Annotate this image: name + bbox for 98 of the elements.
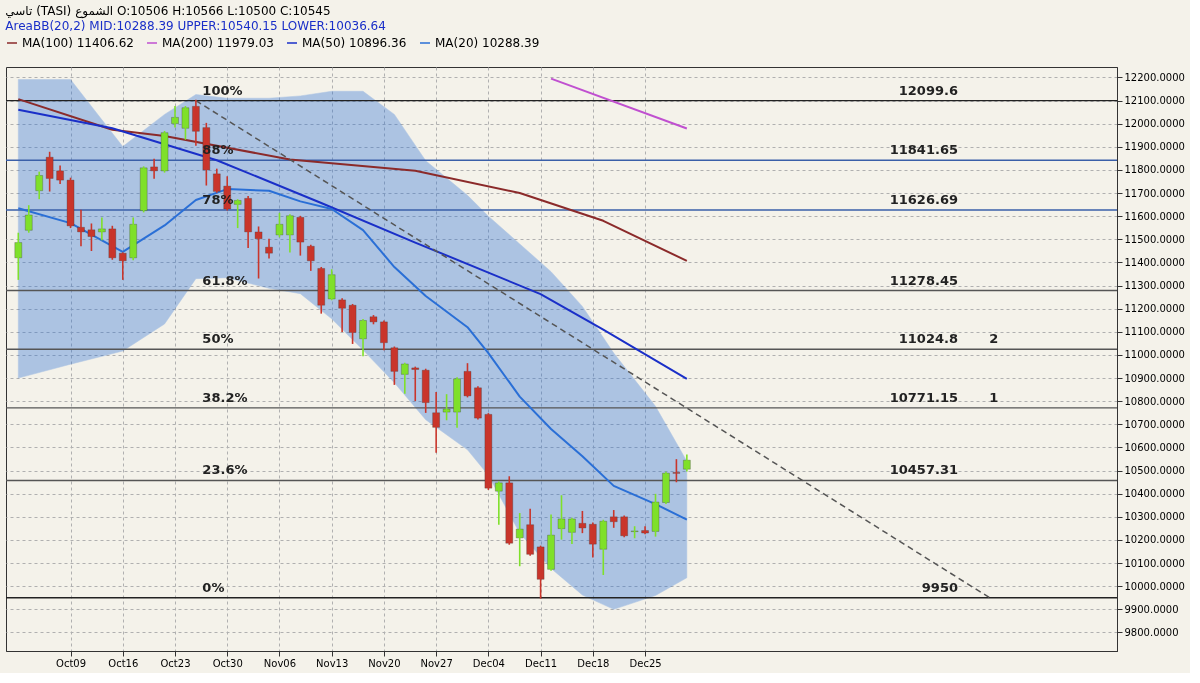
- x-tick-label: Oct16: [108, 657, 139, 669]
- candlestick: [66, 177, 75, 229]
- candlestick: [557, 495, 566, 540]
- candlestick: [87, 223, 96, 251]
- ref-line-label: 12099.6: [898, 82, 958, 98]
- x-tick-label: Oct23: [160, 657, 191, 669]
- candlestick: [234, 199, 242, 229]
- legend-label: MA(100) 11406.62: [22, 36, 134, 50]
- candlestick: [46, 151, 54, 192]
- y-tick-label: 11600.0000: [1124, 210, 1185, 222]
- candlestick: [401, 362, 409, 394]
- annotation: 50%: [202, 331, 234, 347]
- candlestick: [140, 166, 148, 213]
- ref-line-label: 11024.8: [898, 331, 958, 347]
- y-tick-label: 10100.0000: [1124, 557, 1185, 569]
- candlestick: [484, 413, 493, 490]
- candlestick: [275, 212, 284, 238]
- x-tick-label: Oct09: [56, 657, 87, 669]
- chart-title: تاسي (TASI) الشموع O:10506 H:10566 L:10500 C:10545: [5, 4, 331, 19]
- x-tick-label: Dec04: [472, 657, 505, 669]
- y-tick-label: 10700.0000: [1124, 418, 1185, 430]
- y-tick-label: 9900.0000: [1124, 603, 1179, 615]
- annotation: 61.8%: [202, 272, 248, 288]
- chart-subtitle: AreaBB(20,2) MID:10288.39 UPPER:10540.15 LOWER:10036.64: [5, 19, 386, 33]
- x-tick-label: Nov13: [316, 657, 349, 669]
- y-tick-label: 10200.0000: [1124, 534, 1185, 546]
- y-tick-label: 12000.0000: [1124, 118, 1185, 130]
- candlestick: [651, 493, 660, 537]
- candlestick: [160, 130, 169, 173]
- candlestick: [495, 481, 503, 525]
- x-tick-label: Oct30: [212, 657, 243, 669]
- candlestick: [77, 209, 85, 247]
- y-tick-label: 11200.0000: [1124, 303, 1185, 315]
- candlestick: [516, 513, 524, 567]
- ref-line-label: 10771.15: [889, 389, 958, 405]
- annotation: 23.6%: [202, 462, 248, 478]
- line-series: [17, 108, 688, 380]
- y-tick-label: 10600.0000: [1124, 441, 1185, 453]
- x-tick-label: Dec18: [577, 657, 610, 669]
- candlestick: [265, 238, 273, 259]
- candlestick: [610, 510, 618, 528]
- y-tick-label: 9800.0000: [1124, 627, 1179, 638]
- candlestick: [328, 269, 336, 301]
- candlestick: [536, 545, 545, 599]
- candlestick: [56, 165, 64, 184]
- x-tick-label: Nov06: [263, 657, 297, 669]
- candlestick: [578, 510, 587, 534]
- candlestick: [338, 298, 346, 332]
- candlestick: [672, 459, 681, 483]
- annotation: 100%: [202, 82, 243, 98]
- annotation: 1: [989, 389, 999, 405]
- candlestick: [411, 366, 419, 402]
- y-tick-label: 12100.0000: [1124, 95, 1185, 107]
- y-tick-label: 11400.0000: [1124, 256, 1185, 268]
- y-tick-label: 11900.0000: [1124, 141, 1185, 153]
- y-tick-label: 11800.0000: [1124, 164, 1185, 176]
- candlestick: [442, 394, 451, 421]
- ref-line-label: 11841.65: [889, 142, 958, 158]
- y-tick-label: 11100.0000: [1124, 326, 1185, 338]
- y-tick-label: 10300.0000: [1124, 511, 1185, 523]
- x-tick-label: Dec25: [629, 657, 662, 669]
- x-tick-label: Nov20: [368, 657, 401, 669]
- candlestick: [463, 363, 472, 398]
- annotation: 2: [989, 331, 999, 347]
- y-tick-label: 10000.0000: [1124, 580, 1185, 592]
- candlestick: [98, 217, 106, 241]
- y-tick-label: 11700.0000: [1124, 187, 1185, 199]
- y-tick-label: 10500.0000: [1124, 465, 1185, 477]
- ref-line-label: 11626.69: [889, 192, 958, 208]
- x-tick-label: Nov27: [420, 657, 453, 669]
- candlestick: [390, 346, 399, 385]
- legend-label: MA(50) 10896.36: [302, 36, 407, 50]
- y-tick-label: 10400.0000: [1124, 488, 1185, 500]
- annotation: 38.2%: [202, 389, 248, 405]
- y-tick-label: 11000.0000: [1124, 349, 1185, 361]
- legend-label: MA(20) 10288.39: [435, 36, 540, 50]
- candlestick: [14, 232, 22, 280]
- candlestick: [296, 215, 304, 256]
- ref-line-label: 11278.45: [889, 272, 958, 288]
- x-tick-label: Dec11: [525, 657, 558, 669]
- legend-label: MA(200) 11979.03: [162, 36, 274, 50]
- candlestick: [568, 517, 576, 545]
- line-series: [17, 188, 688, 521]
- y-tick-label: 11500.0000: [1124, 233, 1185, 245]
- line-series: [17, 98, 688, 262]
- annotation: 0%: [202, 579, 225, 595]
- y-tick-label: 12200.0000: [1124, 71, 1185, 83]
- candlestick: [254, 226, 263, 279]
- candlestick: [348, 303, 357, 344]
- candlestick: [181, 105, 190, 140]
- candlestick: [108, 225, 116, 260]
- candlestick: [150, 158, 158, 179]
- candlestick: [641, 526, 649, 535]
- ref-line-label: 9950: [921, 579, 958, 595]
- y-tick-label: 11300.0000: [1124, 280, 1185, 292]
- y-tick-label: 10900.0000: [1124, 372, 1185, 384]
- ref-line-label: 10457.31: [889, 462, 958, 478]
- y-tick-label: 10800.0000: [1124, 395, 1185, 407]
